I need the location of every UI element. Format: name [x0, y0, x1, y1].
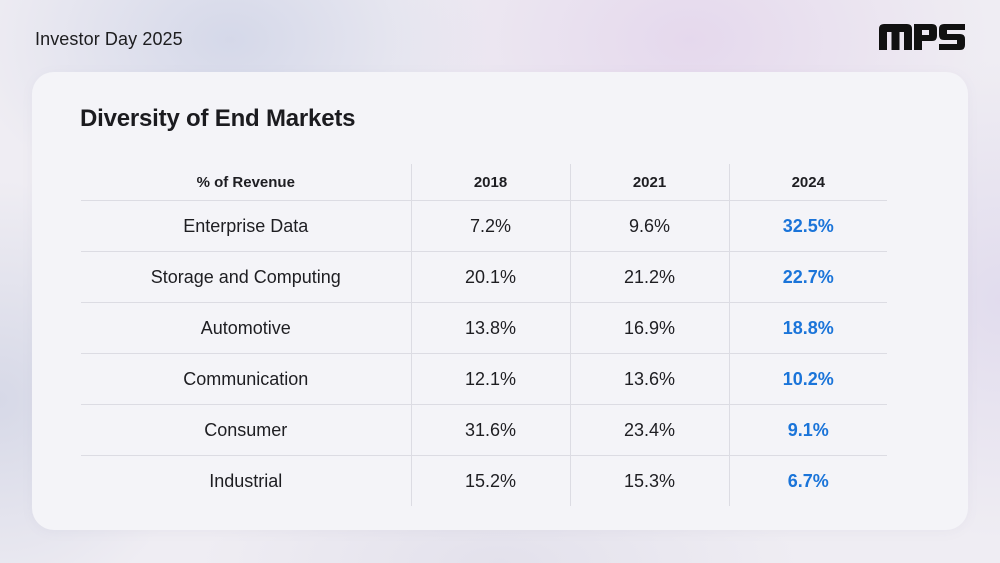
slide-title: Diversity of End Markets — [80, 105, 356, 132]
column-header-market: % of Revenue — [196, 173, 295, 191]
value-2021-cell: 13.6% — [569, 353, 729, 405]
table-row: Automotive 13.8% 16.9% 18.8% — [81, 302, 887, 354]
value-2024-cell: 9.1% — [728, 404, 887, 456]
market-cell: Automotive — [200, 317, 291, 338]
value-2018-cell: 15.2% — [410, 455, 570, 506]
value-2018-cell: 13.8% — [410, 302, 570, 354]
value-2021-cell: 15.3% — [569, 455, 729, 506]
value-2018-cell: 12.1% — [410, 353, 570, 405]
value-2018-cell: 31.6% — [410, 404, 570, 456]
value-2024-cell: 10.2% — [728, 353, 887, 405]
value-2024-cell: 22.7% — [728, 251, 887, 303]
value-2024-cell: 32.5% — [728, 200, 887, 252]
event-title: Investor Day 2025 — [35, 29, 183, 49]
table-row: Storage and Computing 20.1% 21.2% 22.7% — [81, 251, 887, 303]
market-cell: Industrial — [209, 470, 283, 491]
value-2024-cell: 18.8% — [728, 302, 887, 354]
value-2021-cell: 9.6% — [569, 200, 729, 252]
market-cell: Storage and Computing — [150, 266, 341, 287]
table-row: Communication 12.1% 13.6% 10.2% — [81, 353, 887, 405]
column-header-2018: 2018 — [410, 164, 570, 201]
column-header-2024: 2024 — [728, 164, 887, 201]
market-cell: Enterprise Data — [183, 215, 309, 236]
value-2024-cell: 6.7% — [728, 455, 887, 506]
mps-logo — [879, 24, 965, 50]
value-2018-cell: 20.1% — [410, 251, 570, 303]
revenue-table: % of Revenue 2018 2021 2024 Enterprise D… — [81, 164, 887, 506]
content-card: Diversity of End Markets % of Revenue 20… — [32, 72, 968, 530]
table-row: Consumer 31.6% 23.4% 9.1% — [81, 404, 887, 456]
table-row: Enterprise Data 7.2% 9.6% 32.5% — [81, 200, 887, 252]
table-header-row: % of Revenue 2018 2021 2024 — [81, 164, 887, 201]
market-cell: Consumer — [204, 419, 288, 440]
value-2021-cell: 23.4% — [569, 404, 729, 456]
value-2021-cell: 21.2% — [569, 251, 729, 303]
value-2021-cell: 16.9% — [569, 302, 729, 354]
market-cell: Communication — [183, 368, 309, 389]
value-2018-cell: 7.2% — [410, 200, 570, 252]
column-header-2021: 2021 — [569, 164, 729, 201]
table-row: Industrial 15.2% 15.3% 6.7% — [81, 455, 887, 506]
